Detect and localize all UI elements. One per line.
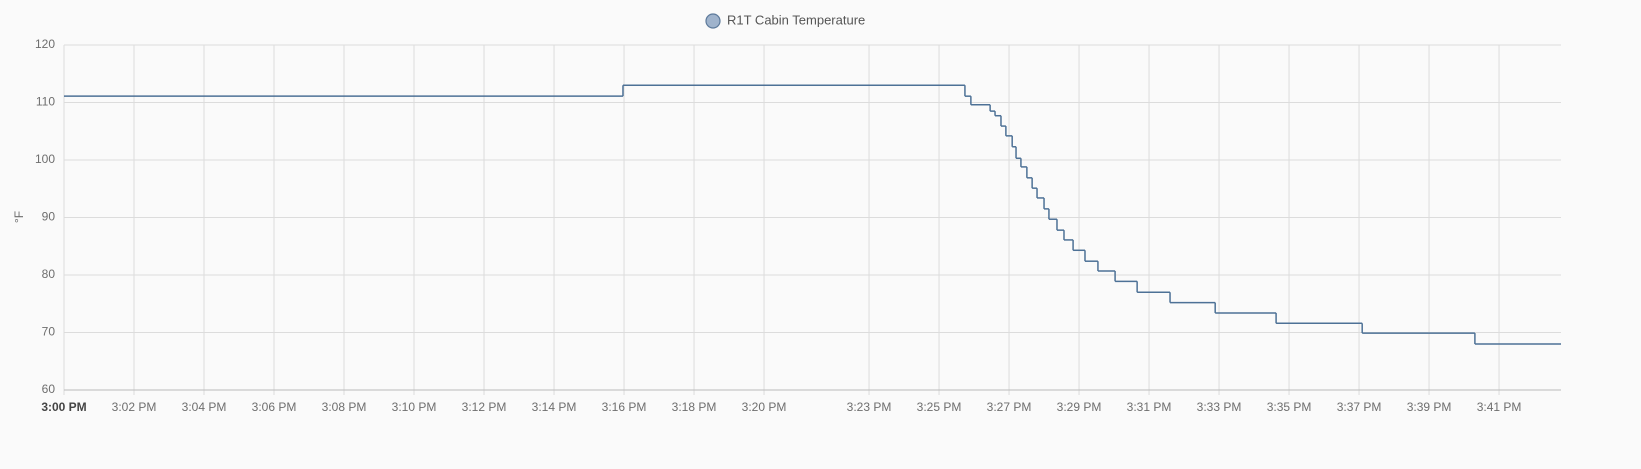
x-tick-label: 3:25 PM xyxy=(917,400,962,414)
x-tick-label: 3:14 PM xyxy=(532,400,577,414)
y-tick-label: 100 xyxy=(35,152,55,166)
x-tick-label: 3:27 PM xyxy=(987,400,1032,414)
y-tick-label: 90 xyxy=(42,210,56,224)
x-tick-label: 3:39 PM xyxy=(1407,400,1452,414)
x-tick-label: 3:06 PM xyxy=(252,400,297,414)
y-tick-label: 110 xyxy=(36,95,55,109)
x-tick-label: 3:31 PM xyxy=(1127,400,1172,414)
x-tick-label: 3:33 PM xyxy=(1197,400,1242,414)
x-tick-label: 3:12 PM xyxy=(462,400,507,414)
x-tick-label: 3:23 PM xyxy=(847,400,892,414)
x-tick-label: 3:00 PM xyxy=(41,400,86,414)
legend-marker[interactable] xyxy=(705,13,721,29)
y-tick-label: 70 xyxy=(42,325,56,339)
legend-label[interactable]: R1T Cabin Temperature xyxy=(727,12,865,27)
x-tick-label: 3:29 PM xyxy=(1057,400,1102,414)
x-tick-label: 3:08 PM xyxy=(322,400,367,414)
y-tick-label: 120 xyxy=(35,37,55,51)
x-tick-label: 3:41 PM xyxy=(1477,400,1522,414)
x-tick-label: 3:35 PM xyxy=(1267,400,1312,414)
x-tick-label: 3:10 PM xyxy=(392,400,437,414)
x-tick-label: 3:18 PM xyxy=(672,400,717,414)
x-tick-label: 3:37 PM xyxy=(1337,400,1382,414)
x-tick-label: 3:04 PM xyxy=(182,400,227,414)
x-tick-label: 3:20 PM xyxy=(742,400,787,414)
y-tick-label: 80 xyxy=(42,267,56,281)
y-axis-label: °F xyxy=(12,211,26,223)
x-tick-label: 3:02 PM xyxy=(112,400,157,414)
y-tick-label: 60 xyxy=(42,382,56,396)
x-tick-label: 3:16 PM xyxy=(602,400,647,414)
